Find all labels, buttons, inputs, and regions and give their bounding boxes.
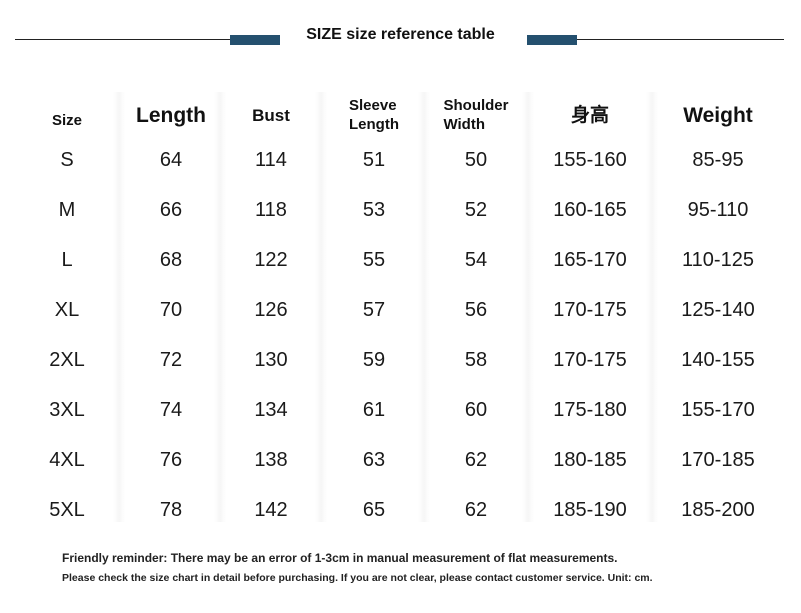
header-cell: Shoulder Width <box>426 95 526 135</box>
table-cell: 110-125 <box>682 249 754 271</box>
column-header: Sleeve Length <box>349 97 399 133</box>
table-cell: 50 <box>464 149 488 171</box>
accent-bar-left <box>230 35 280 45</box>
column-separator <box>522 92 534 522</box>
table-cell: 63 <box>362 449 386 471</box>
table-cell: 170-185 <box>681 449 755 471</box>
table-cell: 65 <box>362 499 386 521</box>
column-header: Length <box>136 103 206 127</box>
header-cell: Size <box>22 100 112 140</box>
table-cell: 155-160 <box>553 149 627 171</box>
table-cell: 70 <box>159 299 183 321</box>
table-cell: 61 <box>362 399 386 421</box>
table-cell: 68 <box>159 249 183 271</box>
table-cell: 55 <box>362 249 386 271</box>
table-cell: 165-170 <box>553 249 627 271</box>
table-cell: 138 <box>254 449 288 471</box>
column-header: Bust <box>252 105 290 125</box>
table-cell: 185-190 <box>553 499 627 521</box>
column-separator <box>113 92 125 522</box>
table-cell: 60 <box>464 399 488 421</box>
table-cell: 66 <box>159 199 183 221</box>
column-separator <box>646 92 658 522</box>
header-cell: Sleeve Length <box>329 95 419 135</box>
table-cell: M <box>58 199 76 221</box>
table-cell: 58 <box>464 349 488 371</box>
table-cell: 170-175 <box>553 299 627 321</box>
table-cell: L <box>61 249 73 271</box>
column-header: Shoulder Width <box>443 97 509 133</box>
table-cell: 175-180 <box>553 399 627 421</box>
header-cell: Bust <box>221 95 321 135</box>
column-header: Size <box>51 111 82 129</box>
table-cell: 95-110 <box>687 199 749 221</box>
table-cell: 4XL <box>49 449 85 471</box>
table-cell: 126 <box>254 299 288 321</box>
table-cell: 140-155 <box>681 349 755 371</box>
table-cell: 57 <box>362 299 386 321</box>
table-cell: 5XL <box>49 499 85 521</box>
table-cell: 74 <box>159 399 183 421</box>
table-cell: 2XL <box>49 349 85 371</box>
table-cell: 59 <box>362 349 386 371</box>
table-cell: 170-175 <box>553 349 627 371</box>
table-cell: 62 <box>464 449 488 471</box>
table-cell: 142 <box>254 499 288 521</box>
column-separator <box>418 92 430 522</box>
reminder-text: Friendly reminder: There may be an error… <box>62 551 618 565</box>
column-header: Weight <box>683 103 753 127</box>
table-cell: 118 <box>255 199 287 221</box>
header-cell: 身高 <box>530 95 650 135</box>
detail-text: Please check the size chart in detail be… <box>62 572 653 584</box>
divider-left <box>15 39 230 40</box>
table-cell: 85-95 <box>692 149 744 171</box>
table-cell: 122 <box>254 249 288 271</box>
table-cell: 54 <box>464 249 488 271</box>
column-separator <box>315 92 327 522</box>
column-separator <box>214 92 226 522</box>
table-cell: 72 <box>159 349 183 371</box>
notes: Friendly reminder: There may be an error… <box>62 551 742 585</box>
table-cell: 134 <box>254 399 288 421</box>
table-cell: 180-185 <box>553 449 627 471</box>
table-cell: 56 <box>464 299 488 321</box>
divider-right <box>577 39 784 40</box>
table-cell: 114 <box>255 149 287 171</box>
table-cell: 53 <box>362 199 386 221</box>
accent-bar-right <box>527 35 577 45</box>
table-cell: 130 <box>254 349 288 371</box>
table-cell: 125-140 <box>681 299 755 321</box>
table-cell: 78 <box>159 499 183 521</box>
table-cell: 51 <box>362 149 386 171</box>
table-cell: 155-170 <box>681 399 755 421</box>
table-cell: 160-165 <box>553 199 627 221</box>
chart-title: SIZE size reference table <box>306 26 495 43</box>
header-cell: Weight <box>653 95 783 135</box>
table-cell: 3XL <box>49 399 85 421</box>
table-cell: S <box>60 149 74 171</box>
table-cell: XL <box>54 299 80 321</box>
table-cell: 185-200 <box>681 499 755 521</box>
table-cell: 62 <box>464 499 488 521</box>
header-cell: Length <box>116 95 226 135</box>
table-cell: 76 <box>159 449 183 471</box>
table-cell: 52 <box>464 199 488 221</box>
table-cell: 64 <box>159 149 183 171</box>
column-header: 身高 <box>570 104 609 126</box>
